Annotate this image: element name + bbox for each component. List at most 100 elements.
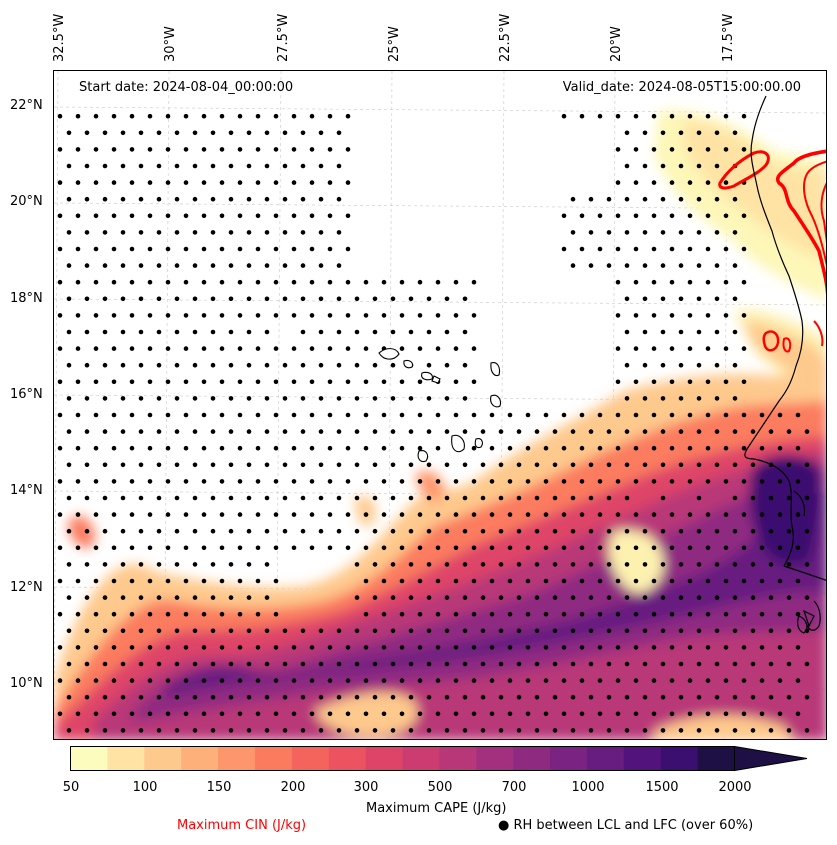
rh-dot — [192, 263, 198, 268]
rh-dot — [777, 678, 783, 683]
rh-dot — [93, 545, 99, 551]
rh-dot — [237, 512, 243, 517]
rh-dot — [660, 362, 666, 368]
rh-dot — [291, 512, 297, 517]
rh-dot — [111, 479, 117, 484]
rh-dot — [273, 147, 279, 152]
rh-dot — [597, 611, 603, 617]
rh-dot — [210, 728, 216, 733]
rh-dot — [606, 429, 612, 434]
rh-dot — [651, 645, 657, 650]
lat-label-10n: 10°N — [10, 676, 43, 691]
rh-dot — [615, 412, 621, 418]
rh-dot — [417, 445, 423, 451]
rh-dot — [273, 479, 279, 484]
rh-dot — [660, 495, 666, 501]
rh-dot — [273, 412, 279, 418]
rh-dot — [606, 230, 612, 235]
rh-dot — [624, 196, 630, 202]
rh-dot — [219, 113, 225, 119]
rh-dot — [255, 279, 261, 285]
rh-dot — [282, 694, 288, 700]
rh-dot — [399, 611, 405, 617]
rh-dot — [291, 279, 297, 285]
rh-dot — [768, 694, 774, 700]
rh-dot — [624, 163, 630, 169]
rh-dot — [687, 379, 693, 385]
rh-dot — [723, 113, 729, 119]
rh-dot — [768, 661, 774, 667]
rh-dot — [399, 545, 405, 551]
rh-dot — [579, 512, 585, 517]
rh-dot — [219, 213, 225, 219]
rh-dot — [66, 396, 72, 401]
rh-dot — [210, 628, 216, 634]
rh-dot — [201, 545, 207, 551]
rh-dot — [480, 429, 486, 434]
rh-dot — [687, 213, 693, 219]
colorbar-extend-arrow — [734, 745, 808, 772]
colorbar-tick: 500 — [427, 780, 453, 795]
rh-dot — [381, 611, 387, 617]
rh-dot — [246, 196, 252, 202]
rh-dot — [408, 728, 414, 733]
rh-dot — [741, 213, 747, 219]
rh-dot — [417, 678, 423, 683]
rh-dot — [345, 246, 351, 252]
rh-dot — [588, 694, 594, 700]
rh-dot — [390, 528, 396, 534]
rh-dot — [300, 329, 306, 335]
rh-dot — [768, 628, 774, 634]
rh-dot — [120, 728, 126, 733]
rh-dot — [399, 711, 405, 717]
rh-dot — [192, 396, 198, 401]
rh-dot — [237, 113, 243, 119]
rh-dot — [561, 545, 567, 551]
rh-dot — [615, 611, 621, 617]
rh-dot — [642, 263, 648, 268]
rh-dot — [201, 512, 207, 517]
colorbar-tick: 1500 — [645, 780, 679, 795]
rh-dot — [669, 578, 675, 584]
rh-dot — [669, 412, 675, 418]
rh-dot — [750, 429, 756, 434]
rh-dot — [570, 628, 576, 634]
rh-dot — [75, 346, 81, 351]
rh-dot — [57, 578, 63, 584]
rh-dot — [471, 346, 477, 351]
rh-dot — [120, 595, 126, 600]
rh-dot — [399, 512, 405, 517]
rh-dot — [210, 495, 216, 501]
rh-dot — [615, 313, 621, 318]
rh-dot — [219, 611, 225, 617]
lon-label-27-5w: 27.5°W — [276, 13, 291, 62]
rh-dot — [273, 545, 279, 551]
rh-dot — [318, 728, 324, 733]
rh-dot — [687, 246, 693, 252]
rh-dot — [435, 645, 441, 650]
rh-dot — [453, 578, 459, 584]
rh-dot — [255, 578, 261, 584]
rh-dot — [669, 479, 675, 484]
rh-dot — [372, 628, 378, 634]
rh-dot — [453, 279, 459, 285]
rh-dot — [696, 694, 702, 700]
rh-dot — [516, 462, 522, 468]
rh-dot — [93, 412, 99, 418]
rh-dot — [651, 379, 657, 385]
rh-dot — [246, 163, 252, 169]
rh-dot — [372, 462, 378, 468]
rh-dot — [120, 130, 126, 136]
rh-dot — [264, 163, 270, 169]
rh-dot — [57, 645, 63, 650]
rh-dot — [678, 329, 684, 335]
rh-dot — [579, 711, 585, 717]
rh-dot — [381, 545, 387, 551]
colorbar-segment — [144, 746, 182, 771]
rh-dot — [210, 163, 216, 169]
rh-dot — [273, 313, 279, 318]
rh-dot — [246, 694, 252, 700]
rh-dot — [84, 329, 90, 335]
rh-dot — [471, 412, 477, 418]
rh-dot — [768, 495, 774, 501]
